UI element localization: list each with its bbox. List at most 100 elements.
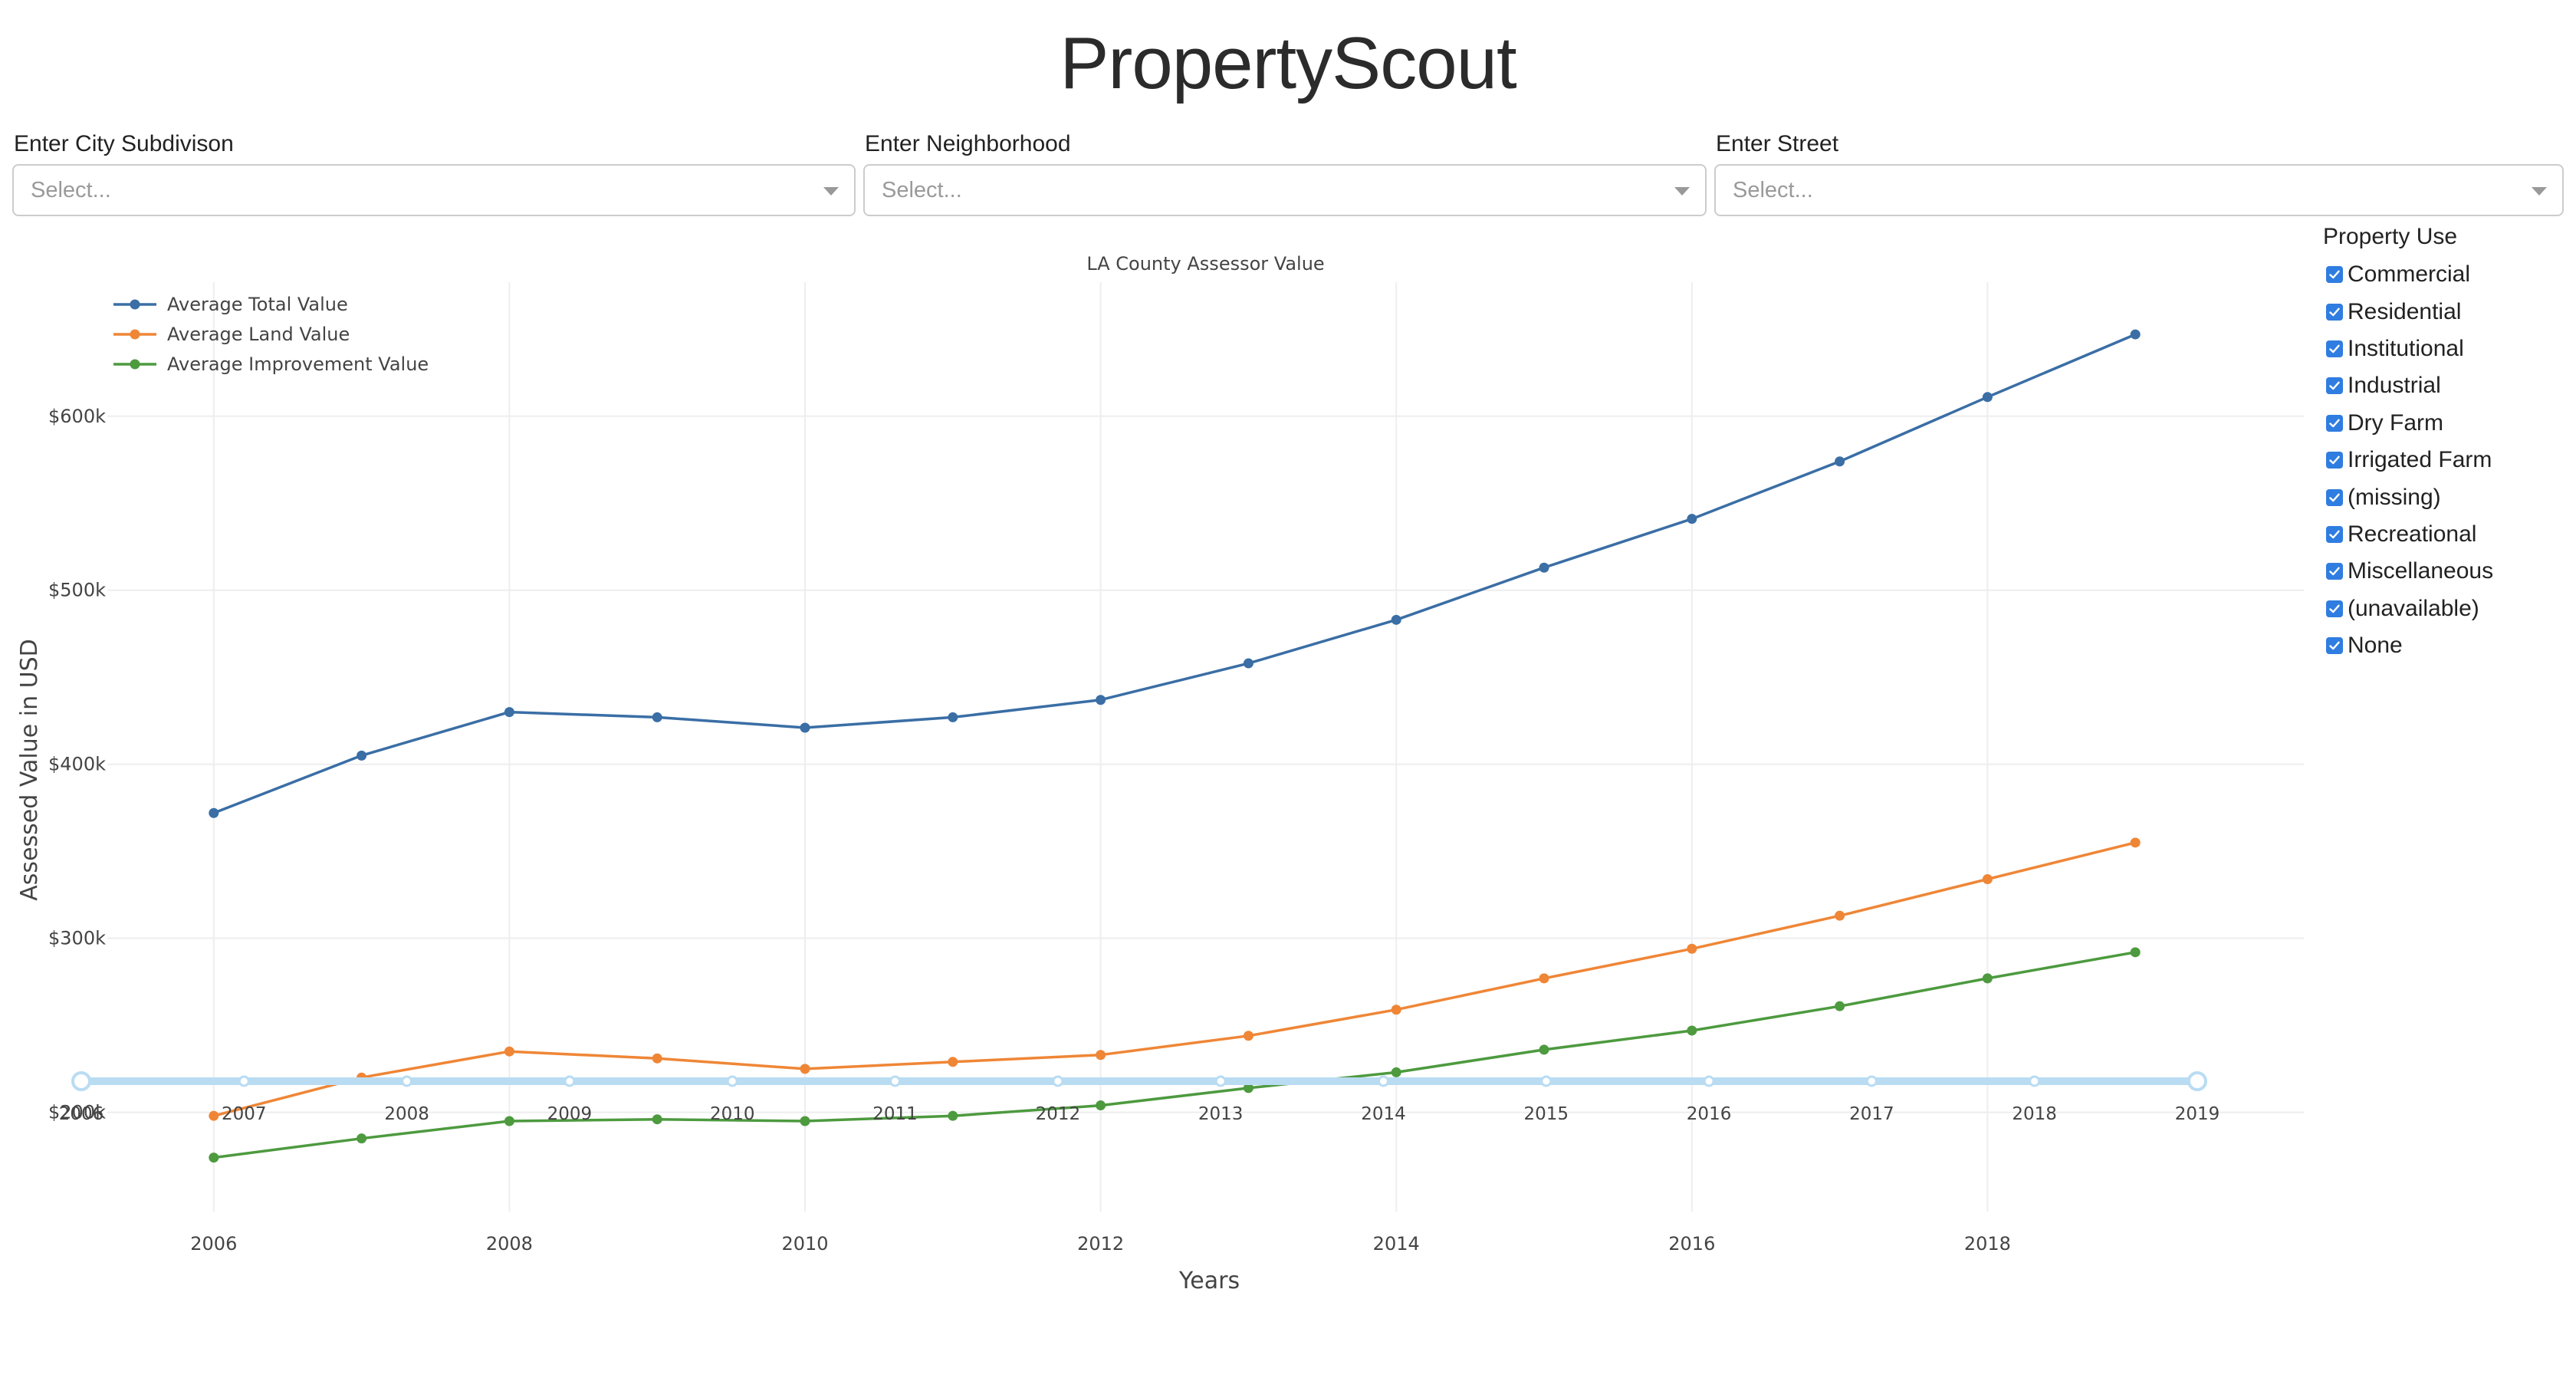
city-subdivision-filter: Enter City Subdivison Select... bbox=[12, 129, 856, 216]
checkbox[interactable] bbox=[2326, 340, 2343, 357]
year-slider-mark: 2007 bbox=[222, 1104, 267, 1124]
chart-title: LA County Assessor Value bbox=[1086, 253, 1324, 275]
chevron-down-icon[interactable] bbox=[1674, 187, 1690, 196]
neighborhood-select[interactable]: Select... bbox=[863, 164, 1707, 216]
data-point bbox=[1096, 1100, 1106, 1111]
checkbox[interactable] bbox=[2326, 452, 2343, 469]
chevron-down-icon[interactable] bbox=[823, 187, 839, 196]
year-slider-handle[interactable] bbox=[71, 1071, 91, 1091]
checkbox[interactable] bbox=[2326, 488, 2343, 506]
property-use-option[interactable]: Residential bbox=[2323, 293, 2568, 330]
line-chart-svg: LA County Assessor Value 2006 2008 2010 2012… bbox=[16, 253, 2304, 1294]
data-point bbox=[1539, 1044, 1549, 1055]
property-use-option[interactable]: Recreational bbox=[2323, 516, 2568, 553]
checkbox[interactable] bbox=[2326, 266, 2343, 284]
year-slider-mark: 2014 bbox=[1361, 1104, 1406, 1124]
property-use-option-label: Irrigated Farm bbox=[2348, 447, 2492, 473]
data-point bbox=[1539, 973, 1549, 984]
checkbox[interactable] bbox=[2326, 637, 2343, 655]
data-point bbox=[948, 712, 958, 722]
year-slider-mark: 2016 bbox=[1687, 1104, 1732, 1124]
x-tick-label: 2018 bbox=[1964, 1233, 2011, 1255]
data-point bbox=[652, 712, 662, 722]
check-icon bbox=[2329, 493, 2340, 501]
check-icon bbox=[2329, 344, 2340, 354]
data-point bbox=[1391, 614, 1401, 625]
year-slider-dot bbox=[1865, 1075, 1878, 1087]
year-slider-mark: 2008 bbox=[384, 1104, 429, 1124]
year-slider-dot bbox=[1703, 1075, 1715, 1087]
check-icon bbox=[2329, 530, 2340, 539]
property-use-option[interactable]: Commercial bbox=[2323, 256, 2568, 293]
year-slider-mark: 2010 bbox=[710, 1104, 755, 1124]
property-use-option[interactable]: Industrial bbox=[2323, 367, 2568, 404]
property-use-option[interactable]: (unavailable) bbox=[2323, 590, 2568, 627]
city-subdivision-placeholder: Select... bbox=[31, 178, 111, 202]
property-use-option[interactable]: Miscellaneous bbox=[2323, 553, 2568, 590]
street-filter: Enter Street Select... bbox=[1714, 129, 2564, 216]
check-icon bbox=[2329, 567, 2340, 576]
year-slider-handle[interactable] bbox=[2187, 1071, 2207, 1091]
checkbox[interactable] bbox=[2326, 600, 2343, 617]
property-use-option-label: Industrial bbox=[2348, 373, 2441, 399]
year-slider-mark: 2013 bbox=[1198, 1104, 1244, 1124]
year-slider-dot bbox=[2029, 1075, 2041, 1087]
checkbox[interactable] bbox=[2326, 303, 2343, 321]
checkbox[interactable] bbox=[2326, 563, 2343, 580]
data-point bbox=[1539, 562, 1549, 573]
data-point bbox=[948, 1057, 958, 1067]
legend-entry: Average Land Value bbox=[167, 324, 350, 345]
data-point bbox=[800, 1064, 810, 1074]
city-subdivision-select[interactable]: Select... bbox=[12, 164, 856, 216]
data-point bbox=[1687, 514, 1697, 525]
data-point bbox=[1835, 1001, 1845, 1011]
property-use-option[interactable]: Dry Farm bbox=[2323, 405, 2568, 442]
street-select[interactable]: Select... bbox=[1714, 164, 2564, 216]
data-point bbox=[1243, 1031, 1254, 1041]
checkbox[interactable] bbox=[2326, 525, 2343, 543]
data-point bbox=[1835, 456, 1845, 467]
data-point bbox=[1982, 873, 1993, 884]
property-use-option-label: None bbox=[2348, 633, 2403, 659]
data-point bbox=[2130, 329, 2141, 340]
property-use-option[interactable]: Institutional bbox=[2323, 330, 2568, 367]
legend-entry: Average Improvement Value bbox=[167, 354, 429, 375]
data-point bbox=[652, 1053, 662, 1064]
year-slider-dot bbox=[238, 1075, 250, 1087]
property-use-option[interactable]: Irrigated Farm bbox=[2323, 442, 2568, 478]
x-tick-label: 2016 bbox=[1668, 1233, 1715, 1255]
property-use-panel: Property Use Commercial Residential Instit… bbox=[2323, 221, 2568, 664]
data-point bbox=[948, 1110, 958, 1121]
data-point bbox=[209, 807, 219, 818]
x-tick-label: 2014 bbox=[1373, 1233, 1420, 1255]
data-point bbox=[1982, 392, 1993, 403]
year-slider-mark: 2012 bbox=[1036, 1104, 1081, 1124]
data-point bbox=[2130, 947, 2141, 958]
data-point bbox=[504, 1116, 514, 1126]
year-slider-dot bbox=[401, 1075, 413, 1087]
checkbox[interactable] bbox=[2326, 377, 2343, 395]
series-line bbox=[213, 333, 2136, 814]
year-slider-dot bbox=[1052, 1075, 1064, 1087]
neighborhood-label: Enter Neighborhood bbox=[865, 131, 1071, 156]
street-label: Enter Street bbox=[1716, 131, 1839, 156]
data-point bbox=[1687, 943, 1697, 954]
year-slider-dot bbox=[726, 1075, 738, 1087]
legend-marker bbox=[130, 359, 140, 370]
chevron-down-icon[interactable] bbox=[2532, 187, 2547, 196]
city-subdivision-label: Enter City Subdivison bbox=[14, 131, 234, 156]
data-point bbox=[652, 1114, 662, 1125]
neighborhood-filter: Enter Neighborhood Select... bbox=[863, 129, 1707, 216]
property-use-option-label: (missing) bbox=[2348, 484, 2441, 510]
year-slider-dot bbox=[1540, 1075, 1552, 1087]
x-axis-label: Years bbox=[1178, 1268, 1240, 1294]
x-tick-label: 2010 bbox=[781, 1233, 828, 1255]
property-use-option[interactable]: None bbox=[2323, 627, 2568, 664]
check-icon bbox=[2329, 419, 2340, 427]
property-use-option[interactable]: (missing) bbox=[2323, 478, 2568, 515]
check-icon bbox=[2329, 307, 2340, 316]
data-point bbox=[504, 1046, 514, 1057]
y-tick-label: $400k bbox=[48, 754, 106, 775]
property-use-option-label: Residential bbox=[2348, 298, 2462, 324]
checkbox[interactable] bbox=[2326, 414, 2343, 432]
